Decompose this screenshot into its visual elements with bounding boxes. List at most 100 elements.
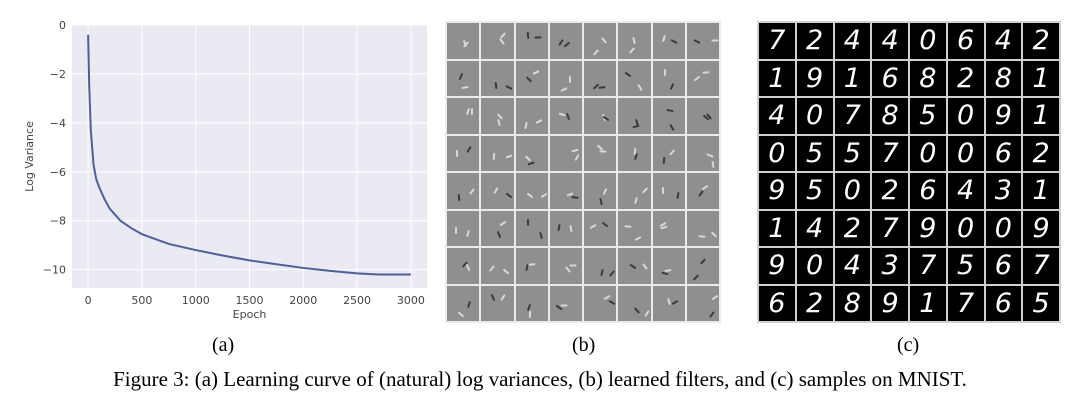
filter-cell — [481, 135, 514, 171]
filter-stroke — [465, 230, 470, 238]
filter-stroke — [671, 299, 679, 305]
filter-cell — [447, 173, 480, 209]
y-tick-label: 0 — [59, 19, 66, 32]
filter-stroke — [692, 273, 699, 281]
mnist-sample: 1 — [910, 285, 946, 321]
filter-stroke — [528, 263, 537, 267]
filter-cell — [686, 285, 719, 321]
y-axis-label: Log Variance — [23, 121, 36, 192]
mnist-sample: 9 — [759, 248, 795, 284]
filter-stroke — [662, 34, 667, 43]
mnist-sample: 9 — [910, 210, 946, 246]
filter-stroke — [564, 266, 571, 273]
mnist-sample: 4 — [834, 248, 871, 284]
filter-cell — [447, 285, 480, 321]
filter-cell — [549, 248, 582, 284]
filter-cell — [447, 23, 480, 59]
mnist-sample: 0 — [796, 98, 833, 134]
mnist-sample: 3 — [985, 173, 1022, 209]
filter-cell — [515, 210, 548, 246]
learning-curve-line — [87, 34, 411, 276]
filter-cell — [481, 173, 514, 209]
filter-stroke — [529, 311, 532, 319]
mnist-sample: 0 — [947, 210, 984, 246]
filter-stroke — [660, 225, 668, 230]
mnist-sample: 9 — [1023, 210, 1059, 246]
filter-stroke — [526, 218, 529, 226]
filter-cell — [618, 60, 651, 96]
filter-stroke — [457, 311, 465, 318]
filter-stroke — [602, 187, 608, 195]
mnist-sample: 5 — [796, 173, 833, 209]
filter-stroke — [624, 225, 632, 228]
filter-cell — [481, 210, 514, 246]
filter-stroke — [524, 121, 528, 129]
y-tick-label: −4 — [50, 117, 66, 130]
filter-cell — [481, 23, 514, 59]
filter-stroke — [569, 76, 572, 84]
filter-cell — [652, 98, 685, 134]
mnist-sample: 4 — [872, 23, 908, 59]
filter-cell — [652, 23, 685, 59]
filter-cell — [584, 285, 617, 321]
filter-stroke — [598, 197, 603, 205]
filter-stroke — [711, 39, 719, 42]
filter-stroke — [666, 109, 674, 113]
mnist-sample: 5 — [947, 248, 984, 284]
filter-cell — [584, 173, 617, 209]
filter-stroke — [624, 71, 632, 78]
mnist-sample: 7 — [834, 98, 871, 134]
mnist-sample: 7 — [1023, 248, 1059, 284]
filter-stroke — [641, 187, 649, 194]
filter-stroke — [628, 47, 636, 54]
filter-stroke — [669, 123, 676, 131]
subfigure-label-c: (c) — [897, 334, 920, 356]
filter-cell — [481, 98, 514, 134]
filter-cell — [618, 248, 651, 284]
filter-stroke — [539, 231, 544, 240]
filter-stroke — [702, 71, 710, 75]
filter-stroke — [505, 154, 514, 159]
filter-cell — [515, 98, 548, 134]
filter-cell — [584, 60, 617, 96]
filter-cell — [481, 248, 514, 284]
filter-cell — [686, 60, 719, 96]
filter-stroke — [526, 31, 530, 39]
filter-cell — [584, 23, 617, 59]
filter-cell — [584, 210, 617, 246]
mnist-sample: 2 — [1023, 23, 1059, 59]
filter-stroke — [466, 146, 472, 154]
filter-stroke — [598, 86, 606, 90]
filter-cell — [686, 98, 719, 134]
filter-stroke — [663, 69, 667, 77]
filter-stroke — [662, 156, 666, 164]
mnist-sample: 0 — [947, 135, 984, 171]
filter-cell — [447, 135, 480, 171]
x-tick-label: 500 — [131, 294, 152, 307]
mnist-sample: 0 — [834, 173, 871, 209]
mnist-sample: 4 — [947, 173, 984, 209]
filter-stroke — [571, 196, 579, 200]
filter-stroke — [669, 83, 675, 91]
mnist-sample: 0 — [947, 98, 984, 134]
filter-stroke — [669, 148, 676, 156]
filter-stroke — [540, 192, 548, 199]
filter-cell — [584, 98, 617, 134]
filter-stroke — [525, 75, 533, 83]
filter-cell — [618, 173, 651, 209]
y-tick-label: −10 — [43, 264, 66, 277]
filter-cell — [515, 135, 548, 171]
mnist-sample: 6 — [985, 285, 1022, 321]
filter-cell — [549, 173, 582, 209]
mnist-sample: 8 — [910, 60, 946, 96]
mnist-sample: 1 — [1023, 98, 1059, 134]
mnist-sample: 0 — [796, 248, 833, 284]
filter-stroke — [711, 294, 719, 300]
y-tick-label: −2 — [50, 68, 66, 81]
mnist-sample: 9 — [872, 285, 908, 321]
filter-stroke — [569, 264, 577, 267]
filter-cell — [618, 285, 651, 321]
filter-cell — [652, 285, 685, 321]
filter-stroke — [600, 37, 607, 44]
mnist-sample: 6 — [759, 285, 795, 321]
